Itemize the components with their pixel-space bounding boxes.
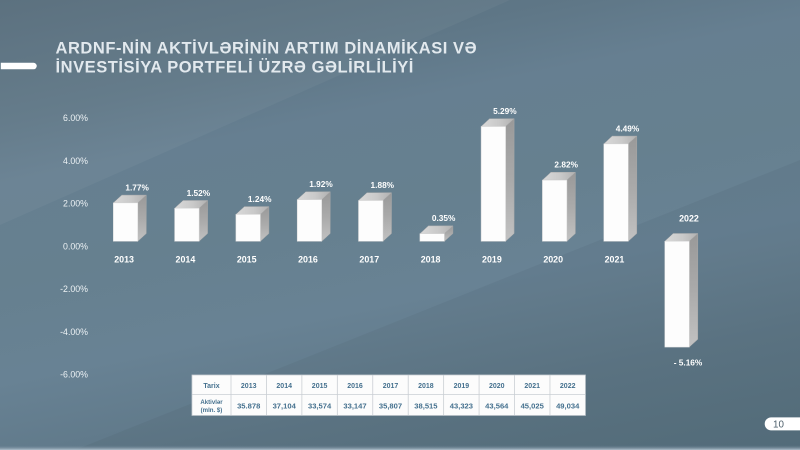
svg-text:Aktivlər: Aktivlər	[200, 399, 223, 406]
svg-text:43,564: 43,564	[485, 402, 509, 411]
svg-text:2.00%: 2.00%	[63, 199, 88, 209]
svg-text:2020: 2020	[489, 383, 505, 390]
svg-text:2013: 2013	[114, 254, 134, 264]
svg-text:33,574: 33,574	[308, 402, 332, 411]
svg-text:Tarix: Tarix	[203, 383, 219, 390]
svg-text:2014: 2014	[176, 254, 196, 264]
svg-text:5.29%: 5.29%	[493, 106, 517, 116]
svg-text:İNVESTİSİYA PORTFELİ ÜZRƏ GƏLİ: İNVESTİSİYA PORTFELİ ÜZRƏ GƏLİRLİLİYİ	[56, 58, 414, 77]
svg-text:2018: 2018	[421, 254, 441, 264]
svg-text:-4.00%: -4.00%	[60, 327, 88, 337]
svg-text:1.24%: 1.24%	[248, 194, 272, 204]
svg-text:2016: 2016	[298, 254, 318, 264]
svg-text:45,025: 45,025	[521, 402, 545, 411]
svg-text:2017: 2017	[383, 383, 399, 390]
svg-text:2021: 2021	[524, 383, 540, 390]
svg-text:2015: 2015	[312, 383, 328, 390]
svg-text:2019: 2019	[482, 254, 502, 264]
svg-text:2014: 2014	[276, 383, 292, 390]
svg-text:33,147: 33,147	[343, 402, 366, 411]
svg-text:(mln. $): (mln. $)	[201, 407, 223, 414]
svg-text:-2.00%: -2.00%	[60, 284, 88, 294]
svg-text:35,807: 35,807	[379, 402, 402, 411]
svg-text:2020: 2020	[543, 254, 563, 264]
svg-text:1.92%: 1.92%	[309, 179, 333, 189]
svg-text:2016: 2016	[347, 383, 363, 390]
svg-text:1.88%: 1.88%	[371, 180, 395, 190]
svg-text:10: 10	[773, 419, 784, 430]
svg-text:35.878: 35.878	[237, 402, 260, 411]
svg-text:6.00%: 6.00%	[63, 113, 88, 123]
svg-text:4.49%: 4.49%	[616, 123, 640, 133]
svg-text:-6.00%: -6.00%	[60, 370, 88, 380]
svg-text:4.00%: 4.00%	[63, 156, 88, 166]
svg-text:2.82%: 2.82%	[554, 160, 578, 170]
svg-text:2013: 2013	[241, 383, 257, 390]
svg-text:2022: 2022	[679, 214, 699, 224]
svg-text:49,034: 49,034	[556, 402, 580, 411]
svg-text:2015: 2015	[237, 254, 257, 264]
svg-text:- 5.16%: - 5.16%	[674, 358, 703, 368]
svg-text:0.35%: 0.35%	[432, 213, 456, 223]
svg-text:1.77%: 1.77%	[125, 182, 149, 192]
svg-text:38,515: 38,515	[414, 402, 438, 411]
svg-text:2019: 2019	[454, 383, 470, 390]
svg-text:2018: 2018	[418, 383, 434, 390]
svg-text:2022: 2022	[560, 383, 576, 390]
svg-text:37,104: 37,104	[273, 402, 297, 411]
svg-text:ARDNF-NİN AKTİVLƏRİNİN ARTIM D: ARDNF-NİN AKTİVLƏRİNİN ARTIM DİNAMİKASI …	[56, 40, 478, 58]
svg-text:2021: 2021	[605, 254, 625, 264]
svg-text:1.52%: 1.52%	[187, 188, 211, 198]
svg-text:43,323: 43,323	[450, 402, 473, 411]
svg-text:0.00%: 0.00%	[63, 241, 88, 251]
svg-text:2017: 2017	[359, 254, 379, 264]
